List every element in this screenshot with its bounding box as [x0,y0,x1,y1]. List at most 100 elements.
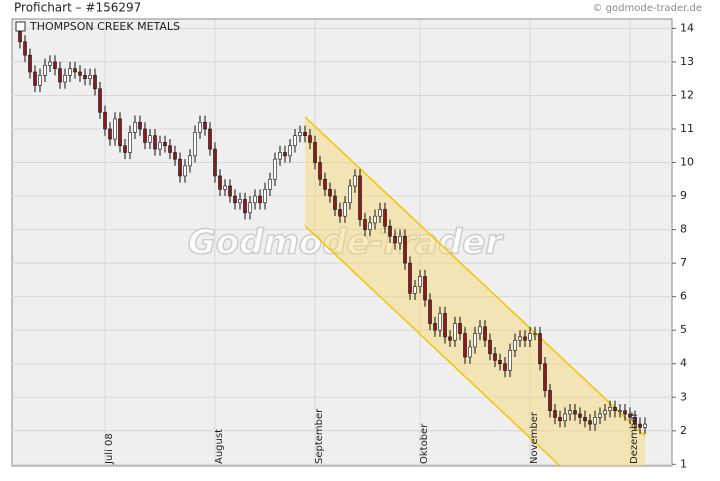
candle-body [173,152,177,160]
candle-body [103,111,107,130]
candle-body [553,410,557,418]
candle-body [238,199,242,204]
candle-body [573,410,577,415]
x-tick-label: Oktober [419,423,430,464]
candle-body [128,132,132,153]
candle-body [243,199,247,214]
x-tick-label: Juli 08 [104,433,115,465]
candle-body [133,121,137,133]
candle-body [413,286,417,294]
candle-body [563,413,567,422]
candle-body [533,333,537,335]
candle-body [233,195,237,204]
candle-body [438,313,442,331]
candle-body [218,175,222,190]
y-tick-label: 7 [680,256,687,269]
candle-body [608,407,612,411]
candle-body [198,121,202,133]
candle-body [303,132,307,136]
candle-body [78,71,82,76]
candle-body [348,185,352,204]
candle-body [68,68,72,76]
candle-body [508,350,512,371]
candle-body [158,142,162,150]
candle-body [323,178,327,190]
candle-body [188,155,192,167]
y-tick-label: 14 [680,21,694,34]
channel-upper [304,116,646,437]
chart-title: Profichart – #156297 [14,1,141,15]
candle-body [378,209,382,217]
candle-body [603,410,607,415]
candle-body [483,326,487,341]
candle-body [213,148,217,177]
candle-body [253,195,257,204]
candle-body [113,118,117,140]
candle-body [223,185,227,190]
plot-area [11,18,673,467]
trend-channel [305,117,645,466]
candle-body [328,189,332,197]
candle-body [433,323,437,331]
watermark: Godmode-Trader [188,223,504,263]
candle-body [598,413,602,418]
y-tick-label: 9 [680,189,687,202]
candle-body [148,135,152,143]
candle-body [493,353,497,361]
x-tick-label: August [214,429,225,464]
candle-body [183,165,187,177]
candle-body [33,71,37,86]
candle-body [593,417,597,425]
candle-body [283,152,287,157]
candle-body [318,162,322,180]
x-tick-label: September [314,408,325,464]
candle-body [613,407,617,411]
candle-body [98,88,102,113]
candle-body [273,158,277,180]
candle-body [298,132,302,136]
candle-body [258,195,262,204]
y-tick-label: 2 [680,424,687,437]
candle-body [193,132,197,157]
y-tick-label: 1 [680,457,687,470]
candle-body [388,225,392,237]
channel-lower [304,225,561,467]
candle-body [468,346,472,358]
candle-body [408,262,412,294]
candle-body [168,145,172,153]
candle-body [338,209,342,217]
candle-body [203,121,207,130]
candle-body [123,145,127,153]
y-tick-label: 8 [680,223,687,236]
candle-body [558,417,562,422]
candle-body [228,185,232,197]
y-tick-label: 13 [680,55,694,68]
candle-body [163,142,167,147]
candle-body [398,235,402,244]
candle-body [628,413,632,418]
candle-body [88,75,92,79]
candle-body [403,235,407,264]
candle-body [528,333,532,341]
candle-body [643,423,647,428]
candle-body [143,128,147,143]
candle-body [423,276,427,301]
candle-body [83,75,87,79]
candle-body [353,175,357,187]
candle-body [38,75,42,86]
candle-body [53,61,57,69]
candle-body [138,121,142,130]
candle-body [368,222,372,230]
candle-body [523,336,527,341]
candle-body [393,235,397,244]
candle-body [458,323,462,334]
candle-body [63,75,67,83]
candle-body [623,410,627,415]
candle-body [518,336,522,341]
candle-body [383,209,387,227]
candle-body [498,360,502,365]
candle-body [23,41,27,56]
candle-body [478,326,482,334]
y-tick-label: 10 [680,156,694,169]
